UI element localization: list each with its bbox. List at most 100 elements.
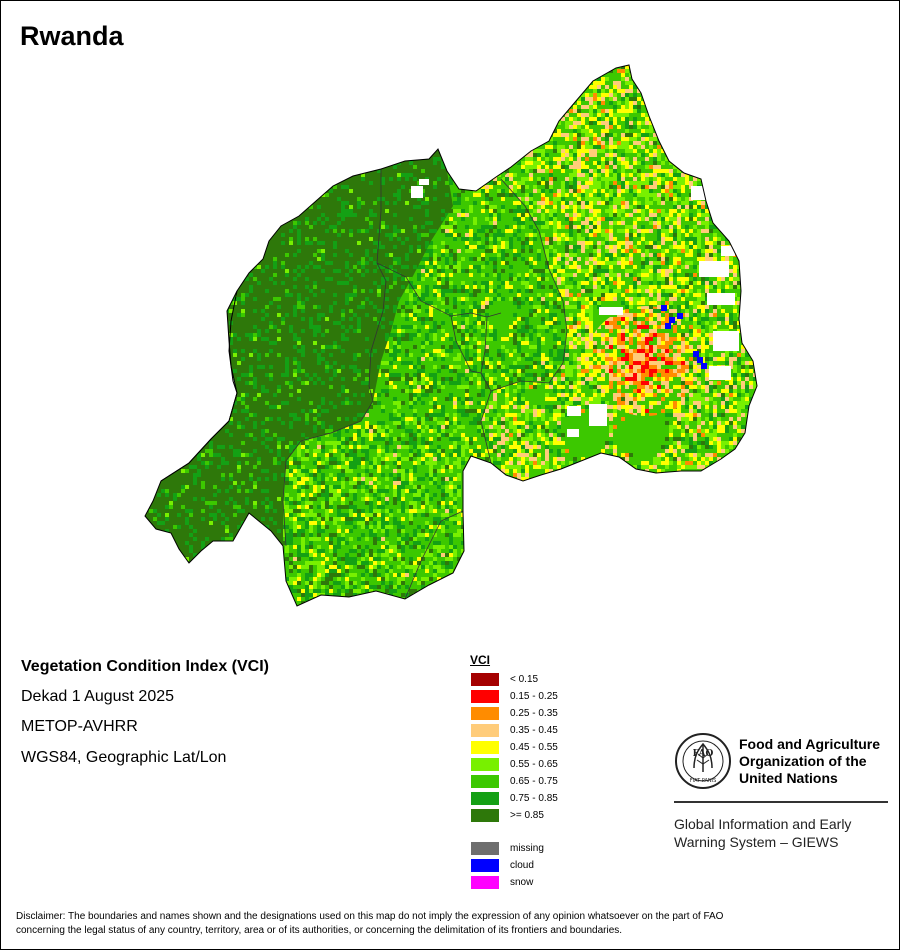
vci-pixel [161,489,165,493]
vci-pixel [709,361,713,365]
vci-pixel [545,385,549,389]
vci-pixel [589,169,593,173]
vci-pixel [593,141,597,145]
vci-pixel [557,397,561,401]
vci-pixel [305,477,309,481]
vci-pixel [405,253,409,257]
vci-pixel [549,217,553,221]
vci-pixel [329,537,333,541]
vci-pixel [581,113,585,117]
vci-pixel [381,429,385,433]
vci-pixel [385,381,389,385]
vci-pixel [557,405,561,409]
vci-pixel [697,205,701,209]
vci-pixel [393,245,397,249]
vci-pixel [625,289,629,293]
vci-pixel [453,405,457,409]
vci-pixel [433,277,437,281]
vci-pixel [517,373,521,377]
vci-pixel [581,369,585,373]
vci-pixel [745,413,749,417]
vci-pixel [541,341,545,345]
vci-pixel [545,429,549,433]
vci-pixel [657,257,661,261]
vci-pixel [317,577,321,581]
vci-pixel [329,365,333,369]
vci-pixel [697,397,701,401]
vci-pixel [697,373,701,377]
vci-pixel [533,217,537,221]
vci-pixel [513,349,517,353]
vci-pixel [397,373,401,377]
vci-pixel [569,157,573,161]
vci-pixel [673,165,677,169]
vci-pixel [489,357,493,361]
vci-pixel [717,277,721,281]
vci-pixel [409,521,413,525]
vci-pixel [529,421,533,425]
vci-pixel [237,449,241,453]
vci-pixel [645,289,649,293]
vci-pixel [489,365,493,369]
vci-pixel [297,361,301,365]
vci-pixel [361,577,365,581]
vci-pixel [737,425,741,429]
vci-pixel [485,373,489,377]
vci-pixel [557,413,561,417]
vci-pixel [541,357,545,361]
vci-pixel [393,585,397,589]
vci-pixel [233,453,237,457]
vci-pixel [397,297,401,301]
vci-pixel [585,241,589,245]
vci-pixel [589,309,593,313]
vci-pixel [309,321,313,325]
vci-pixel [373,521,377,525]
vci-pixel [185,521,189,525]
vci-pixel [641,225,645,229]
vci-pixel [385,349,389,353]
vci-pixel [529,245,533,249]
vci-pixel [449,433,453,437]
vci-pixel [385,393,389,397]
vci-pixel [501,253,505,257]
vci-pixel [449,489,453,493]
vci-pixel [301,433,305,437]
vci-pixel [521,409,525,413]
vci-pixel [709,217,713,221]
vci-pixel [589,129,593,133]
vci-pixel [369,225,373,229]
vci-pixel [317,217,321,221]
vci-pixel [209,445,213,449]
vci-pixel [353,369,357,373]
vci-pixel [521,169,525,173]
vci-pixel [525,321,529,325]
vci-pixel [513,373,517,377]
vci-pixel [605,109,609,113]
vci-pixel [281,457,285,461]
vci-pixel [285,545,289,549]
vci-pixel [545,369,549,373]
vci-pixel [621,397,625,401]
vci-pixel [265,373,269,377]
vci-pixel [293,581,297,585]
vci-pixel [441,553,445,557]
vci-pixel [197,457,201,461]
vci-pixel [529,177,533,181]
vci-pixel [733,321,737,325]
vci-pixel [621,113,625,117]
vci-pixel [521,341,525,345]
vci-pixel [409,385,413,389]
vci-pixel [613,149,617,153]
vci-pixel [385,305,389,309]
vci-pixel [597,101,601,105]
vci-pixel [553,365,557,369]
vci-pixel [581,149,585,153]
vci-pixel [577,369,581,373]
vci-pixel [385,589,389,593]
vci-pixel [685,173,689,177]
vci-pixel [349,513,353,517]
vci-pixel [485,193,489,197]
vci-pixel [513,429,517,433]
vci-pixel [669,285,673,289]
vci-pixel [713,249,717,253]
